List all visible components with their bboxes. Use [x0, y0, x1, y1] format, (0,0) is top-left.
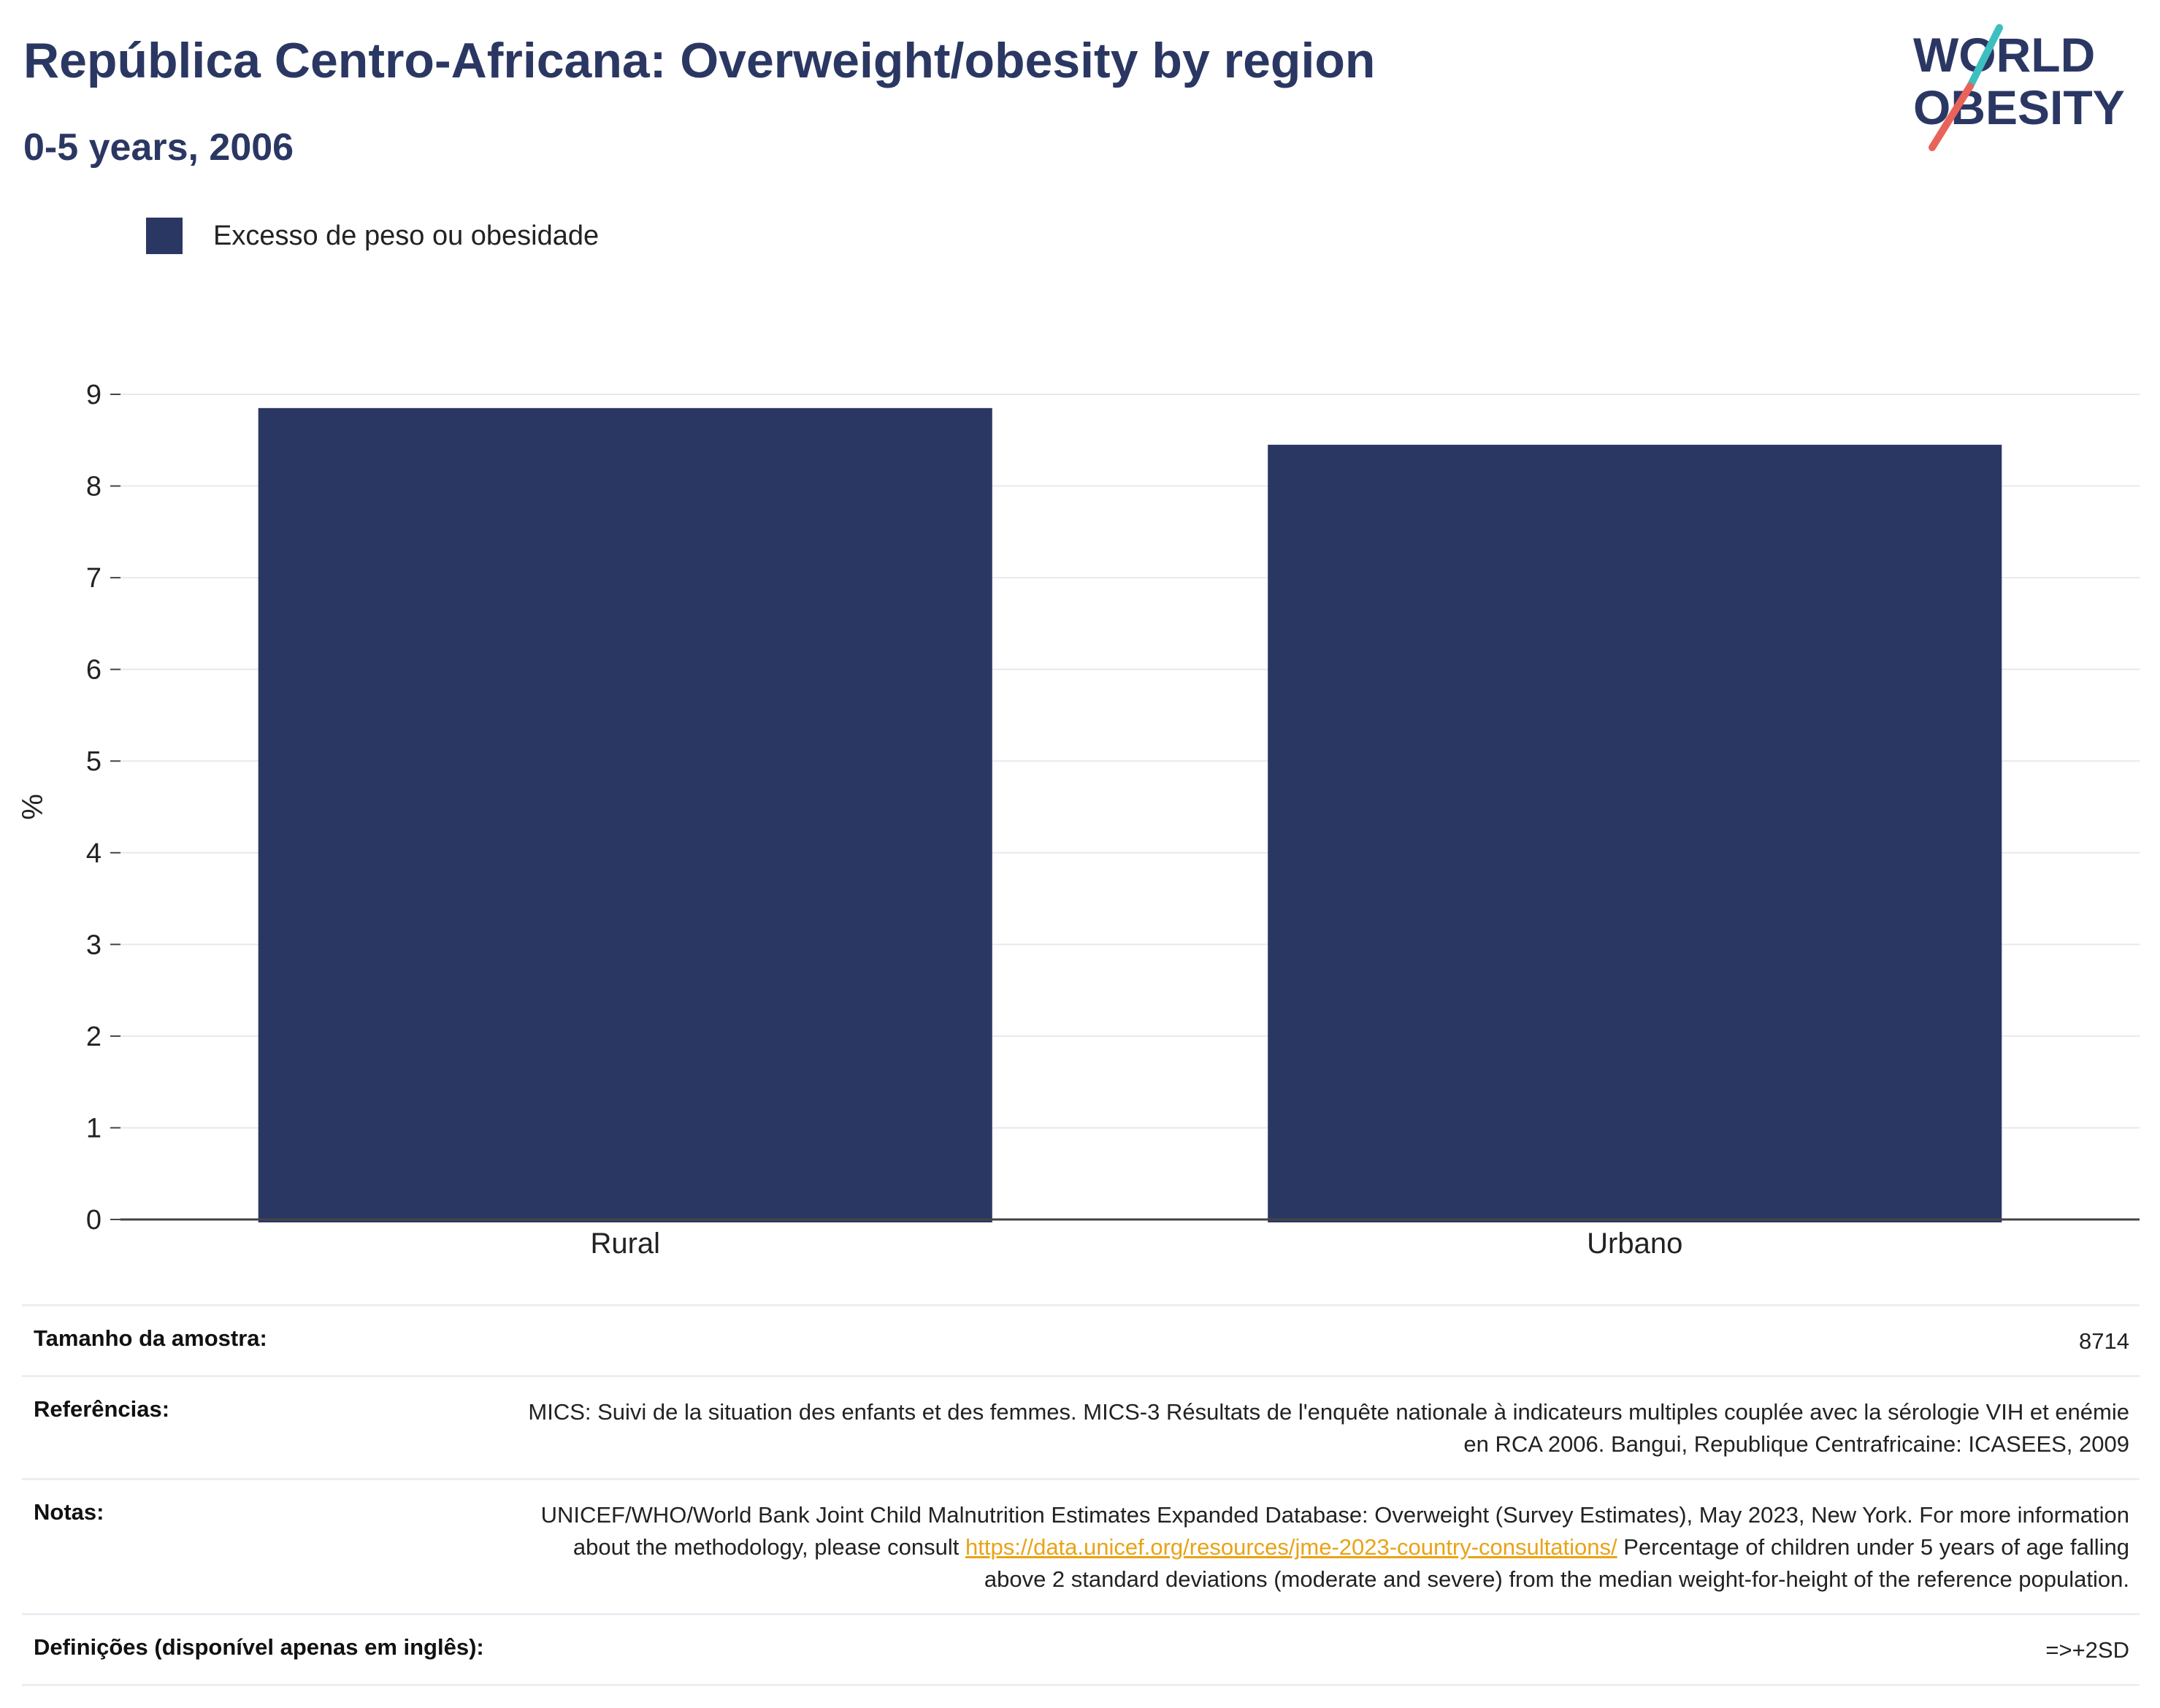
info-row-references: Referências: MICS: Suivi de la situation…	[22, 1375, 2140, 1478]
notes-value: UNICEF/WHO/World Bank Joint Child Malnut…	[508, 1499, 2129, 1596]
chart-subtitle: 0-5 years, 2006	[23, 126, 294, 169]
x-tick-label-rural: Rural	[590, 1228, 660, 1260]
y-tick-label: 1	[86, 1113, 102, 1144]
bar-chart: 0 1 2 3 4 5 6 7 8 9 Rural Urbano %	[17, 380, 2140, 1260]
y-axis-ticks: 0 1 2 3 4 5 6 7 8 9	[86, 380, 120, 1236]
notes-text-after: Percentage of children under 5 years of …	[984, 1534, 2129, 1592]
legend-swatch	[146, 218, 183, 254]
y-tick-label: 0	[86, 1205, 102, 1236]
notes-text-before: UNICEF/WHO/World Bank Joint Child Malnut…	[540, 1502, 2129, 1560]
y-tick-label: 2	[86, 1022, 102, 1052]
y-tick-label: 5	[86, 746, 102, 777]
x-axis-labels: Rural Urbano	[590, 1228, 1682, 1260]
info-row-notes: Notas: UNICEF/WHO/World Bank Joint Child…	[22, 1478, 2140, 1613]
logo-slash-top	[1966, 24, 2003, 90]
definitions-value: =>+2SD	[2045, 1637, 2129, 1663]
legend: Excesso de peso ou obesidade	[146, 216, 599, 256]
bar-urbano	[1268, 445, 2002, 1222]
y-axis-label: %	[17, 794, 49, 820]
world-obesity-logo: WORLD OBESITY	[1913, 24, 2125, 151]
definitions-label: Definições (disponível apenas em inglês)…	[34, 1634, 484, 1660]
x-tick-label-urbano: Urbano	[1587, 1228, 1682, 1260]
y-tick-label: 4	[86, 838, 102, 869]
y-tick-label: 3	[86, 930, 102, 960]
logo-line-1: WORLD	[1913, 28, 2095, 82]
info-table: Tamanho da amostra: 8714 Referências: MI…	[22, 1304, 2140, 1686]
sample-size-value: 8714	[2079, 1328, 2129, 1354]
references-label: Referências:	[34, 1396, 170, 1422]
y-tick-label: 9	[86, 380, 102, 410]
notes-label: Notas:	[34, 1499, 104, 1525]
bar-rural	[258, 407, 992, 1223]
logo-slash-bottom	[1929, 83, 1974, 151]
y-tick-label: 6	[86, 655, 102, 686]
y-tick-label: 7	[86, 563, 102, 594]
chart-title: República Centro-Africana: Overweight/ob…	[23, 33, 1376, 88]
info-row-definitions: Definições (disponível apenas em inglês)…	[22, 1613, 2140, 1686]
legend-label: Excesso de peso ou obesidade	[213, 220, 600, 251]
y-tick-label: 8	[86, 472, 102, 502]
references-value: MICS: Suivi de la situation des enfants …	[528, 1399, 2129, 1457]
notes-link[interactable]: https://data.unicef.org/resources/jme-20…	[965, 1534, 1617, 1560]
info-row-sample: Tamanho da amostra: 8714	[22, 1304, 2140, 1375]
bars	[258, 407, 2002, 1223]
sample-size-label: Tamanho da amostra:	[34, 1325, 267, 1351]
